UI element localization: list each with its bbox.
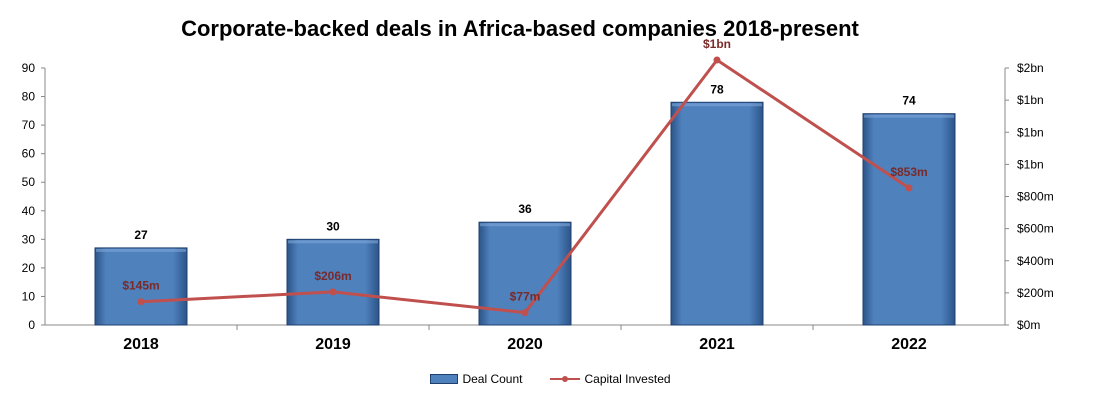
line-value-label: $145m	[122, 279, 159, 293]
bar-value-label: 27	[134, 228, 148, 242]
bar-value-label: 30	[326, 219, 340, 233]
left-tick-label: 30	[22, 232, 36, 246]
legend-label-deal-count: Deal Count	[462, 372, 523, 386]
left-tick-label: 0	[28, 318, 35, 332]
left-tick-label: 50	[22, 175, 36, 189]
right-tick-label: $1bn	[1017, 93, 1044, 107]
x-tick-label: 2022	[891, 336, 927, 353]
left-tick-label: 80	[22, 90, 36, 104]
right-tick-label: $1bn	[1017, 125, 1044, 139]
right-tick-label: $0m	[1017, 318, 1040, 332]
line-value-label: $77m	[510, 290, 541, 304]
line-point	[713, 56, 721, 64]
bar-series	[94, 101, 956, 326]
legend-item-deal-count[interactable]: Deal Count	[430, 372, 522, 386]
line-value-label: $1bn	[703, 37, 731, 51]
bar-highlight	[864, 114, 954, 118]
bar	[670, 101, 764, 326]
left-tick-label: 60	[22, 147, 36, 161]
legend-bar-swatch	[430, 374, 459, 384]
data-labels: 27 30 36 78 74 $145m $206m $77m $1bn $853m	[122, 37, 927, 304]
bar-value-label: 78	[710, 82, 724, 96]
right-tick-label: $200m	[1017, 286, 1054, 300]
x-tick-label: 2018	[123, 336, 159, 353]
line-point	[137, 298, 145, 306]
left-tick-label: 40	[22, 204, 36, 218]
x-tick-label: 2020	[507, 336, 543, 353]
bar	[286, 238, 380, 326]
legend: Deal Count Capital Invested	[0, 372, 1101, 386]
bar-value-label: 36	[518, 202, 532, 216]
bar	[94, 247, 188, 326]
bar-value-label: 74	[902, 94, 916, 108]
line-point	[521, 309, 529, 317]
line-series	[137, 56, 913, 317]
left-tick-label: 70	[22, 118, 36, 132]
legend-item-capital-invested[interactable]: Capital Invested	[550, 372, 671, 386]
left-tick-label: 10	[22, 289, 36, 303]
right-tick-label: $2bn	[1017, 61, 1044, 75]
right-tick-label: $600m	[1017, 222, 1054, 236]
bar-highlight	[288, 240, 378, 244]
line-point	[329, 288, 337, 296]
bar	[862, 113, 956, 326]
bar-highlight	[672, 103, 762, 107]
line-point	[905, 184, 913, 192]
legend-line-swatch	[550, 374, 581, 384]
right-tick-label: $800m	[1017, 190, 1054, 204]
line-value-label: $853m	[890, 165, 927, 179]
x-tick-label: 2019	[315, 336, 351, 353]
legend-label-capital-invested: Capital Invested	[584, 372, 671, 386]
x-tick-label: 2021	[699, 336, 735, 353]
bar-highlight	[480, 223, 570, 227]
left-tick-label: 90	[22, 61, 36, 75]
bar-highlight	[96, 248, 186, 252]
left-tick-label: 20	[22, 261, 36, 275]
chart-title: Corporate-backed deals in Africa-based c…	[181, 16, 859, 41]
right-tick-label: $1bn	[1017, 157, 1044, 171]
right-tick-label: $400m	[1017, 254, 1054, 268]
line-value-label: $206m	[314, 269, 351, 283]
